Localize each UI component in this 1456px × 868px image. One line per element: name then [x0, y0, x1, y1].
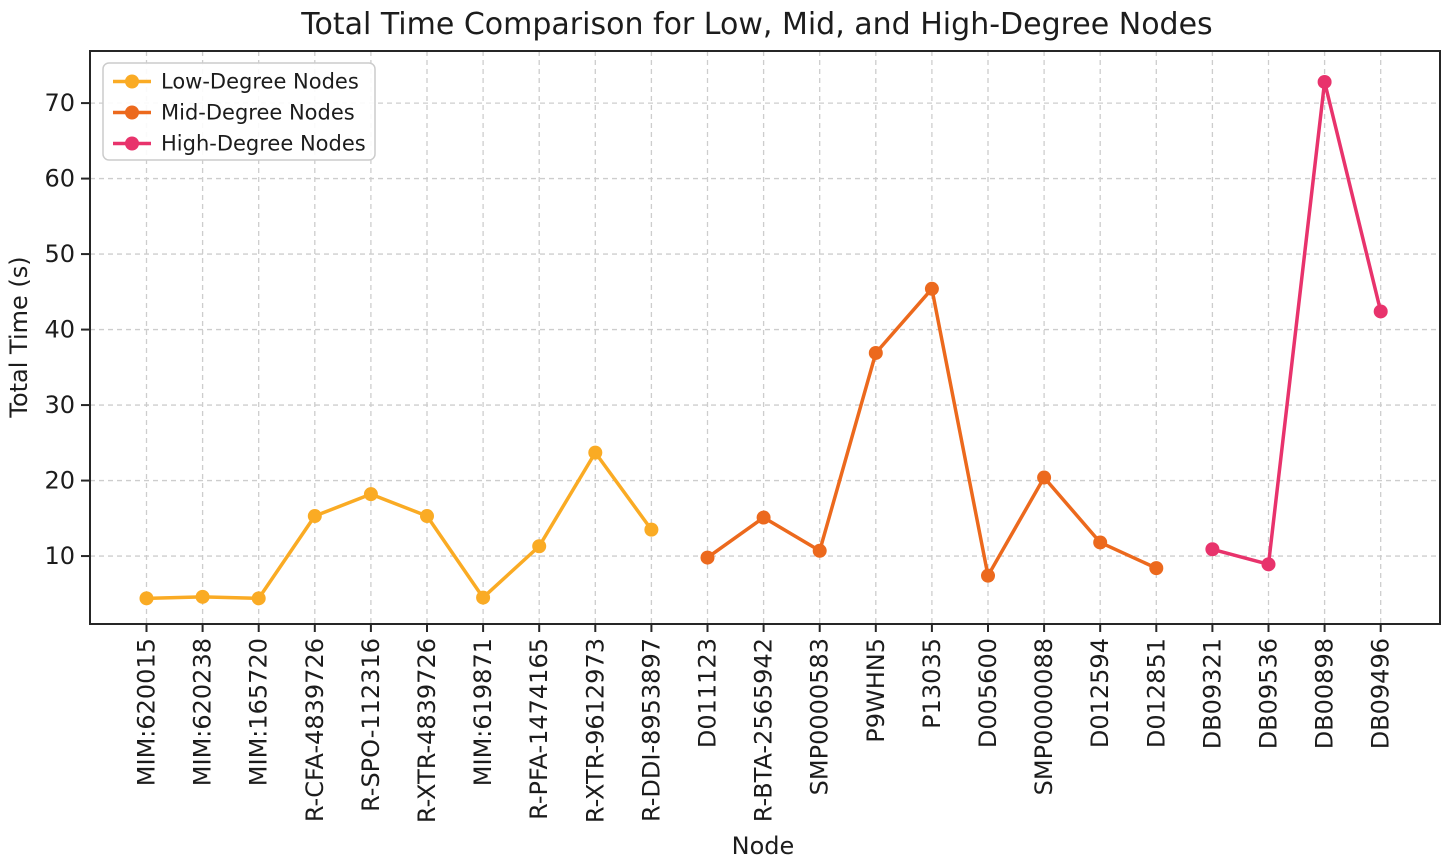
- data-series: [139, 74, 1388, 606]
- x-tick-label: P9WHN5: [862, 638, 890, 743]
- plot-border: [89, 50, 1441, 625]
- data-point: [420, 509, 434, 524]
- x-tick-label: SMP0000088: [1030, 638, 1058, 795]
- data-point: [756, 510, 771, 525]
- x-tick-label: D012851: [1142, 638, 1170, 748]
- x-tick-label: R-XTR-9612973: [581, 638, 609, 823]
- y-tick-label: 30: [44, 391, 75, 419]
- data-point: [532, 539, 547, 554]
- x-tick-label: D011123: [694, 638, 722, 748]
- data-point: [1093, 535, 1108, 550]
- series-low-degree-nodes: [139, 445, 659, 606]
- data-point: [1037, 470, 1052, 485]
- legend-item-mid-degree-nodes: Mid-Degree Nodes: [113, 101, 355, 125]
- series-mid-degree-nodes: [700, 281, 1164, 583]
- y-axis-label: Total Time (s): [5, 256, 33, 418]
- y-tick-label: 60: [44, 165, 75, 193]
- x-tick-label: DB09496: [1367, 638, 1395, 749]
- legend: Low-Degree Nodes Mid-Degree Nodes High-Deg…: [102, 62, 376, 161]
- x-tick-label: R-DDI-8953897: [637, 638, 665, 822]
- data-point: [588, 445, 603, 460]
- x-tick-label: R-PFA-1474165: [525, 638, 553, 820]
- legend-marker-dot: [125, 136, 139, 151]
- x-tick-label: DB09536: [1255, 638, 1283, 749]
- x-tick-label: MIM:620238: [189, 638, 217, 786]
- x-tick-label: D012594: [1086, 638, 1114, 748]
- legend-box: [102, 62, 376, 161]
- x-tick-label: MIM:620015: [133, 638, 161, 786]
- x-tick-label: R-XTR-4839726: [413, 638, 441, 823]
- data-point: [476, 590, 491, 605]
- data-point: [924, 281, 939, 296]
- data-point: [139, 591, 154, 606]
- tick-labels: 10 20 30 40 50 60 70 MIM:620015 MIM:620238 MIM:16…: [44, 89, 1394, 823]
- data-point: [1317, 74, 1332, 89]
- x-tick-label: P13035: [918, 638, 946, 729]
- legend-item-high-degree-nodes: High-Degree Nodes: [113, 132, 366, 156]
- data-point: [700, 550, 715, 565]
- data-point: [868, 345, 883, 360]
- axis-ticks: [81, 102, 1382, 632]
- data-point: [251, 591, 266, 606]
- data-point: [307, 509, 322, 524]
- series-line: [1210, 80, 1383, 567]
- x-tick-label: SMP0000583: [806, 638, 834, 795]
- data-point: [1205, 542, 1220, 557]
- data-point: [981, 568, 995, 583]
- legend-item-label: Mid-Degree Nodes: [161, 101, 355, 125]
- data-point: [195, 589, 210, 604]
- data-point: [1373, 304, 1388, 319]
- plot-spines: [89, 50, 1441, 625]
- data-point: [1149, 561, 1164, 576]
- legend-item-label: Low-Degree Nodes: [161, 70, 359, 94]
- y-tick-label: 20: [44, 467, 75, 495]
- x-tick-label: R-SPO-112316: [357, 638, 385, 812]
- y-tick-label: 10: [44, 542, 75, 570]
- legend-item-label: High-Degree Nodes: [161, 132, 366, 156]
- x-tick-label: R-BTA-2565942: [750, 638, 778, 822]
- x-axis-label: Node: [732, 832, 795, 860]
- y-tick-label: 70: [44, 89, 75, 117]
- legend-marker-dot: [125, 74, 139, 89]
- legend-item-low-degree-nodes: Low-Degree Nodes: [113, 70, 359, 94]
- y-tick-label: 40: [44, 316, 75, 344]
- x-tick-label: DB09321: [1198, 638, 1226, 749]
- x-tick-label: DB00898: [1311, 638, 1339, 749]
- legend-marker-dot: [125, 105, 139, 120]
- data-point: [363, 487, 378, 502]
- chart-title: Total Time Comparison for Low, Mid, and …: [300, 7, 1212, 42]
- data-point: [1261, 557, 1276, 572]
- y-tick-label: 50: [44, 240, 75, 268]
- series-line: [144, 450, 654, 601]
- x-tick-label: R-CFA-4839726: [301, 638, 329, 822]
- data-point: [644, 522, 659, 537]
- x-tick-label: MIM:619871: [469, 638, 497, 786]
- series-high-degree-nodes: [1205, 74, 1388, 572]
- x-tick-label: D005600: [974, 638, 1002, 748]
- data-point: [812, 543, 827, 558]
- x-tick-label: MIM:165720: [245, 638, 273, 786]
